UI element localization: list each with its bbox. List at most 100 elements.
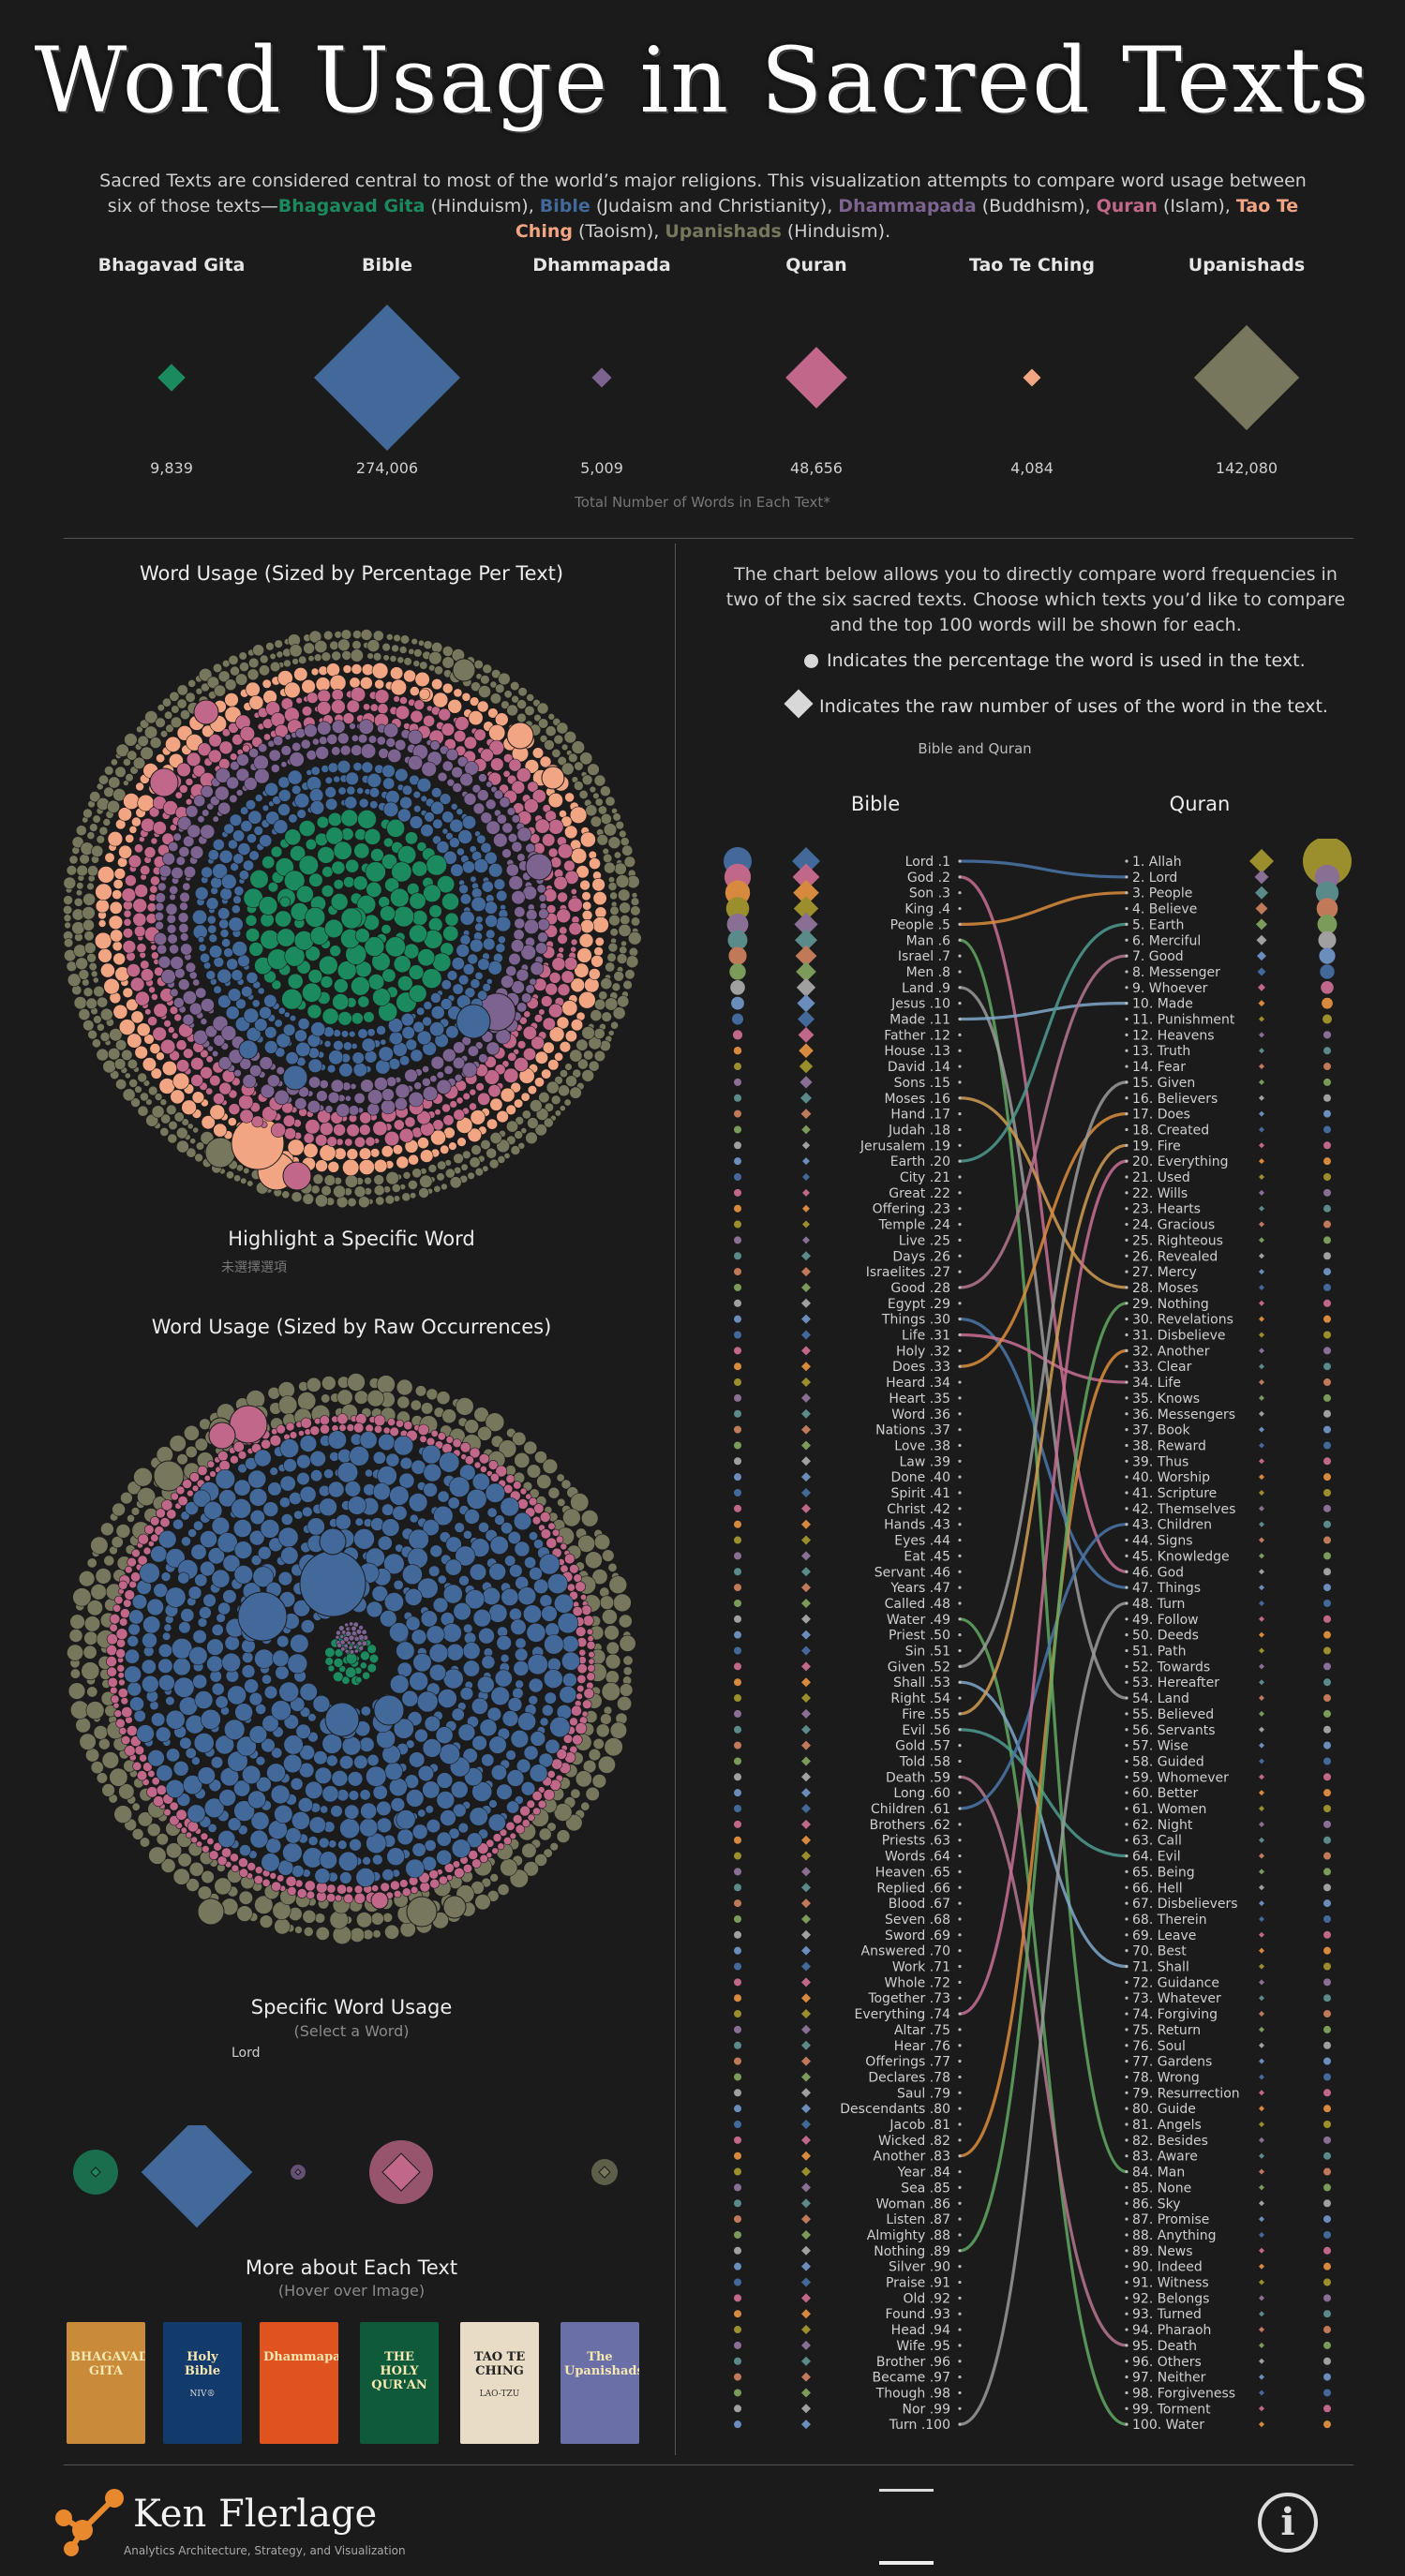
bible-percent-circle <box>734 1425 741 1434</box>
upanishads-word-bubble <box>575 1770 592 1788</box>
bible-raw-diamond <box>801 1788 811 1798</box>
bible-word-bubble <box>238 1039 259 1060</box>
bible-word-bubble <box>309 788 324 803</box>
book-cover-upanishads[interactable]: The Upanishads <box>561 2322 639 2444</box>
bible-raw-diamond <box>796 961 816 982</box>
bible-row-dot <box>958 2217 962 2221</box>
upanishads-word-bubble <box>620 940 627 947</box>
specific-word-value[interactable]: Lord <box>232 2046 261 2061</box>
dhammapada-word-bubble <box>341 1630 347 1635</box>
bible-word-bubble <box>451 957 465 971</box>
bible-percent-circle <box>734 2057 741 2065</box>
bible-raw-diamond <box>798 1010 815 1028</box>
quran-row-dot <box>1125 2422 1128 2426</box>
quran-row-dot <box>1125 1648 1128 1653</box>
bible-row-dot <box>958 1775 962 1779</box>
quran-raw-diamond <box>1259 1521 1264 1527</box>
upanishads-word-bubble <box>616 953 628 964</box>
bhagavad-gita-word-bubble <box>364 827 381 845</box>
upanishads-word-bubble <box>538 1827 552 1841</box>
total-count-quran: 48,656 <box>790 459 843 477</box>
upanishads-word-bubble <box>605 961 616 973</box>
quran-word-bubble <box>335 1894 342 1902</box>
tao-te-ching-word-bubble <box>469 696 480 707</box>
dhammapada-word-bubble <box>331 746 341 756</box>
bible-word-bubble <box>358 797 369 809</box>
quran-percent-circle <box>1323 1820 1331 1828</box>
tao-te-ching-word-bubble <box>593 946 604 957</box>
quran-raw-diamond <box>1259 1174 1264 1180</box>
quran-word-bubble <box>576 1684 585 1693</box>
quran-word-bubble <box>320 1423 330 1435</box>
upanishads-word-bubble <box>619 1683 634 1697</box>
bible-word-label: Love .38 <box>894 1438 950 1453</box>
bible-word-bubble <box>538 1752 554 1768</box>
tao-te-ching-word-bubble <box>514 1098 524 1109</box>
raw-bubble-chart[interactable] <box>56 1363 647 1963</box>
bible-raw-diamond <box>797 994 815 1013</box>
book-cover-quran[interactable]: THE HOLY QUR'AN <box>360 2322 439 2444</box>
bible-row-dot <box>958 1254 962 1258</box>
info-icon[interactable]: i <box>1258 2493 1318 2553</box>
quran-word-bubble <box>438 1875 448 1885</box>
bible-row-dot <box>958 1333 962 1337</box>
bible-word-bubble <box>409 815 424 829</box>
quran-word-bubble <box>512 1814 523 1824</box>
quran-word-label: 60. Better <box>1132 1786 1199 1801</box>
bible-raw-diamond <box>801 2167 811 2177</box>
quran-word-bubble <box>196 1840 202 1848</box>
quran-row-dot <box>1125 1033 1128 1036</box>
book-cover-tao-te-ching[interactable]: TAO TE CHING LAO-TZU <box>460 2322 539 2444</box>
tao-te-ching-word-bubble <box>156 1051 165 1062</box>
scroll-handle-bottom[interactable] <box>879 2561 934 2565</box>
book-cover-dhammapada[interactable]: Dhammapada <box>260 2322 338 2444</box>
quran-raw-diamond <box>1259 1742 1264 1749</box>
bhagavad-gita-word-bubble <box>279 896 291 908</box>
quran-word-bubble <box>372 1121 388 1137</box>
upanishads-word-bubble <box>73 897 83 907</box>
highlight-word-dropdown[interactable]: 未選擇選項 <box>221 1260 287 1275</box>
upanishads-word-bubble <box>489 680 498 689</box>
quran-row-dot <box>1125 2265 1128 2269</box>
bible-word-label: Silver .90 <box>889 2260 950 2275</box>
dhammapada-word-bubble <box>215 767 231 783</box>
upanishads-word-bubble <box>563 730 577 744</box>
bible-row-dot <box>958 1791 962 1794</box>
dhammapada-word-bubble <box>213 1035 226 1047</box>
quran-word-bubble <box>122 928 134 939</box>
quran-word-bubble <box>289 1431 298 1439</box>
quran-word-bubble <box>137 1555 148 1566</box>
pct-bubble-chart[interactable] <box>56 618 647 1218</box>
quran-raw-diamond <box>1259 1426 1264 1433</box>
tao-te-ching-word-bubble <box>315 677 331 692</box>
tao-te-ching-word-bubble <box>582 901 592 911</box>
text-pair-selector[interactable]: Bible and Quran <box>918 740 1032 757</box>
bible-row-dot <box>958 2138 962 2142</box>
quran-row-dot <box>1125 1475 1128 1479</box>
quran-word-bubble <box>175 1809 187 1821</box>
upanishads-word-bubble <box>557 1497 566 1507</box>
bible-word-bubble <box>400 1013 415 1027</box>
bible-percent-circle <box>734 1188 741 1197</box>
bible-word-bubble <box>481 1753 495 1767</box>
upanishads-word-bubble <box>398 646 408 654</box>
bible-word-bubble <box>528 1677 544 1693</box>
book-cover-bible[interactable]: Holy Bible NIV® <box>163 2322 242 2444</box>
upanishads-word-bubble <box>111 1536 124 1549</box>
quran-word-bubble <box>106 1645 118 1656</box>
bible-word-bubble <box>327 1430 347 1450</box>
upanishads-word-bubble <box>630 916 641 927</box>
tao-te-ching-word-bubble <box>143 1034 155 1045</box>
bible-word-bubble <box>455 1545 476 1567</box>
quran-word-bubble <box>239 1868 249 1878</box>
scroll-handle-top[interactable] <box>879 2489 934 2492</box>
bible-word-bubble <box>296 809 306 819</box>
book-cover-bhagavad-gita[interactable]: BHAGAVAD GITA <box>67 2322 145 2444</box>
tao-te-ching-word-bubble <box>541 1068 552 1080</box>
connection-line-shall <box>959 1680 1128 1969</box>
bible-word-bubble <box>541 1704 554 1717</box>
quran-word-bubble <box>147 1540 155 1547</box>
bible-word-bubble <box>255 1704 267 1715</box>
quran-word-bubble <box>479 1466 487 1473</box>
